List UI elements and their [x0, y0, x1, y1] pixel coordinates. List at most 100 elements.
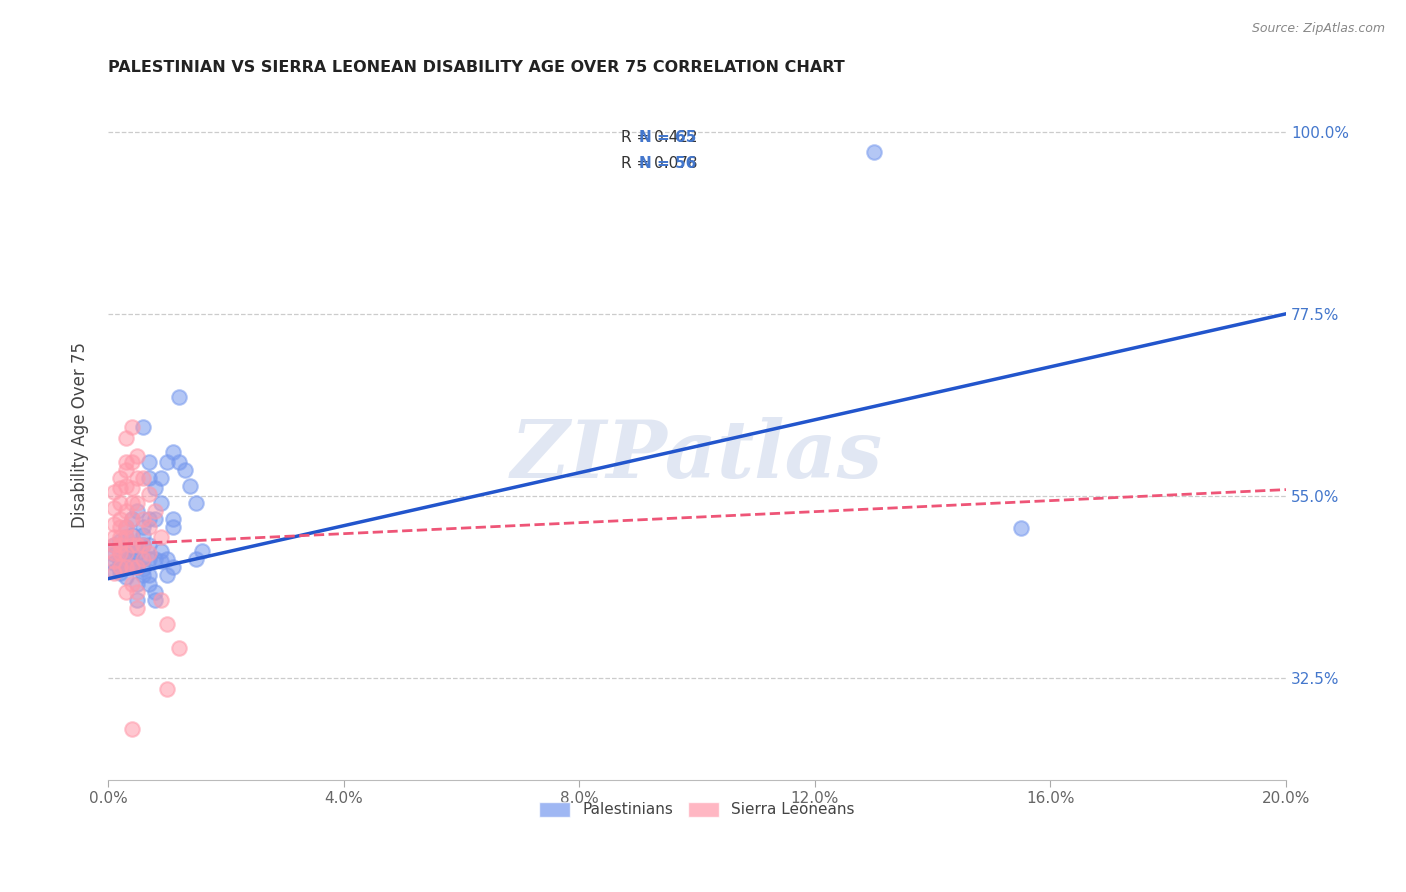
Point	[108, 530, 131, 544]
Point	[108, 566, 131, 580]
Point	[103, 564, 125, 578]
Point	[132, 471, 155, 485]
Point	[127, 592, 149, 607]
Point	[143, 481, 166, 495]
Point	[103, 530, 125, 544]
Point	[103, 538, 125, 552]
Text: R = 0.078: R = 0.078	[621, 156, 697, 171]
Point	[121, 495, 143, 509]
Point	[132, 552, 155, 566]
Point	[121, 481, 143, 495]
Point	[132, 568, 155, 582]
Point	[127, 560, 149, 574]
Point	[103, 485, 125, 500]
Point	[132, 520, 155, 534]
Point	[150, 471, 173, 485]
Point	[114, 530, 136, 544]
Point	[167, 390, 190, 404]
Point	[108, 512, 131, 526]
Point	[121, 455, 143, 469]
Point	[108, 560, 131, 574]
Point	[121, 576, 143, 591]
Point	[156, 455, 179, 469]
Text: PALESTINIAN VS SIERRA LEONEAN DISABILITY AGE OVER 75 CORRELATION CHART: PALESTINIAN VS SIERRA LEONEAN DISABILITY…	[108, 60, 845, 75]
Point	[127, 538, 149, 552]
Point	[138, 471, 160, 485]
Point	[132, 538, 155, 552]
Point	[108, 471, 131, 485]
Point	[127, 600, 149, 615]
Point	[162, 512, 184, 526]
Point	[108, 520, 131, 534]
Point	[132, 552, 155, 566]
Point	[150, 554, 173, 568]
Point	[121, 560, 143, 574]
Point	[127, 546, 149, 560]
Point	[143, 552, 166, 566]
Point	[150, 592, 173, 607]
Point	[179, 479, 201, 493]
Point	[108, 495, 131, 509]
Point	[108, 533, 131, 548]
Point	[114, 455, 136, 469]
Point	[162, 560, 184, 574]
Point	[127, 449, 149, 463]
Point	[121, 420, 143, 434]
Point	[114, 520, 136, 534]
Point	[121, 528, 143, 542]
Point	[162, 520, 184, 534]
Text: N = 65: N = 65	[638, 129, 696, 145]
Point	[114, 560, 136, 574]
Point	[108, 546, 131, 560]
Point	[156, 617, 179, 632]
Point	[127, 584, 149, 599]
Point	[114, 546, 136, 560]
Point	[108, 546, 131, 560]
Point	[143, 592, 166, 607]
Point	[103, 538, 125, 552]
Point	[114, 560, 136, 574]
Point	[103, 548, 125, 562]
Point	[114, 503, 136, 517]
Point	[127, 538, 149, 552]
Point	[127, 471, 149, 485]
Point	[150, 544, 173, 558]
Point	[114, 584, 136, 599]
Point	[138, 546, 160, 560]
Point	[121, 512, 143, 526]
Point	[138, 568, 160, 582]
Point	[114, 479, 136, 493]
Text: R = 0.422: R = 0.422	[621, 129, 697, 145]
Text: ZIPatlas: ZIPatlas	[510, 417, 883, 495]
Point	[191, 544, 214, 558]
Point	[143, 503, 166, 517]
Y-axis label: Disability Age Over 75: Disability Age Over 75	[72, 343, 89, 528]
Point	[138, 576, 160, 591]
Point	[1010, 521, 1032, 535]
Point	[132, 420, 155, 434]
Point	[173, 463, 195, 477]
Point	[138, 538, 160, 552]
Point	[156, 681, 179, 696]
Point	[114, 530, 136, 544]
Point	[138, 487, 160, 501]
Point	[186, 552, 208, 566]
Point	[114, 431, 136, 445]
Point	[108, 481, 131, 495]
Point	[114, 570, 136, 584]
Point	[132, 528, 155, 542]
Point	[103, 501, 125, 516]
Point	[156, 552, 179, 566]
Point	[127, 560, 149, 574]
Point	[150, 530, 173, 544]
Point	[138, 455, 160, 469]
Text: Source: ZipAtlas.com: Source: ZipAtlas.com	[1251, 22, 1385, 36]
Point	[127, 576, 149, 591]
Point	[127, 495, 149, 509]
Point	[132, 538, 155, 552]
Point	[132, 562, 155, 576]
Point	[121, 538, 143, 552]
Point	[167, 641, 190, 656]
Point	[121, 530, 143, 544]
Point	[108, 538, 131, 552]
